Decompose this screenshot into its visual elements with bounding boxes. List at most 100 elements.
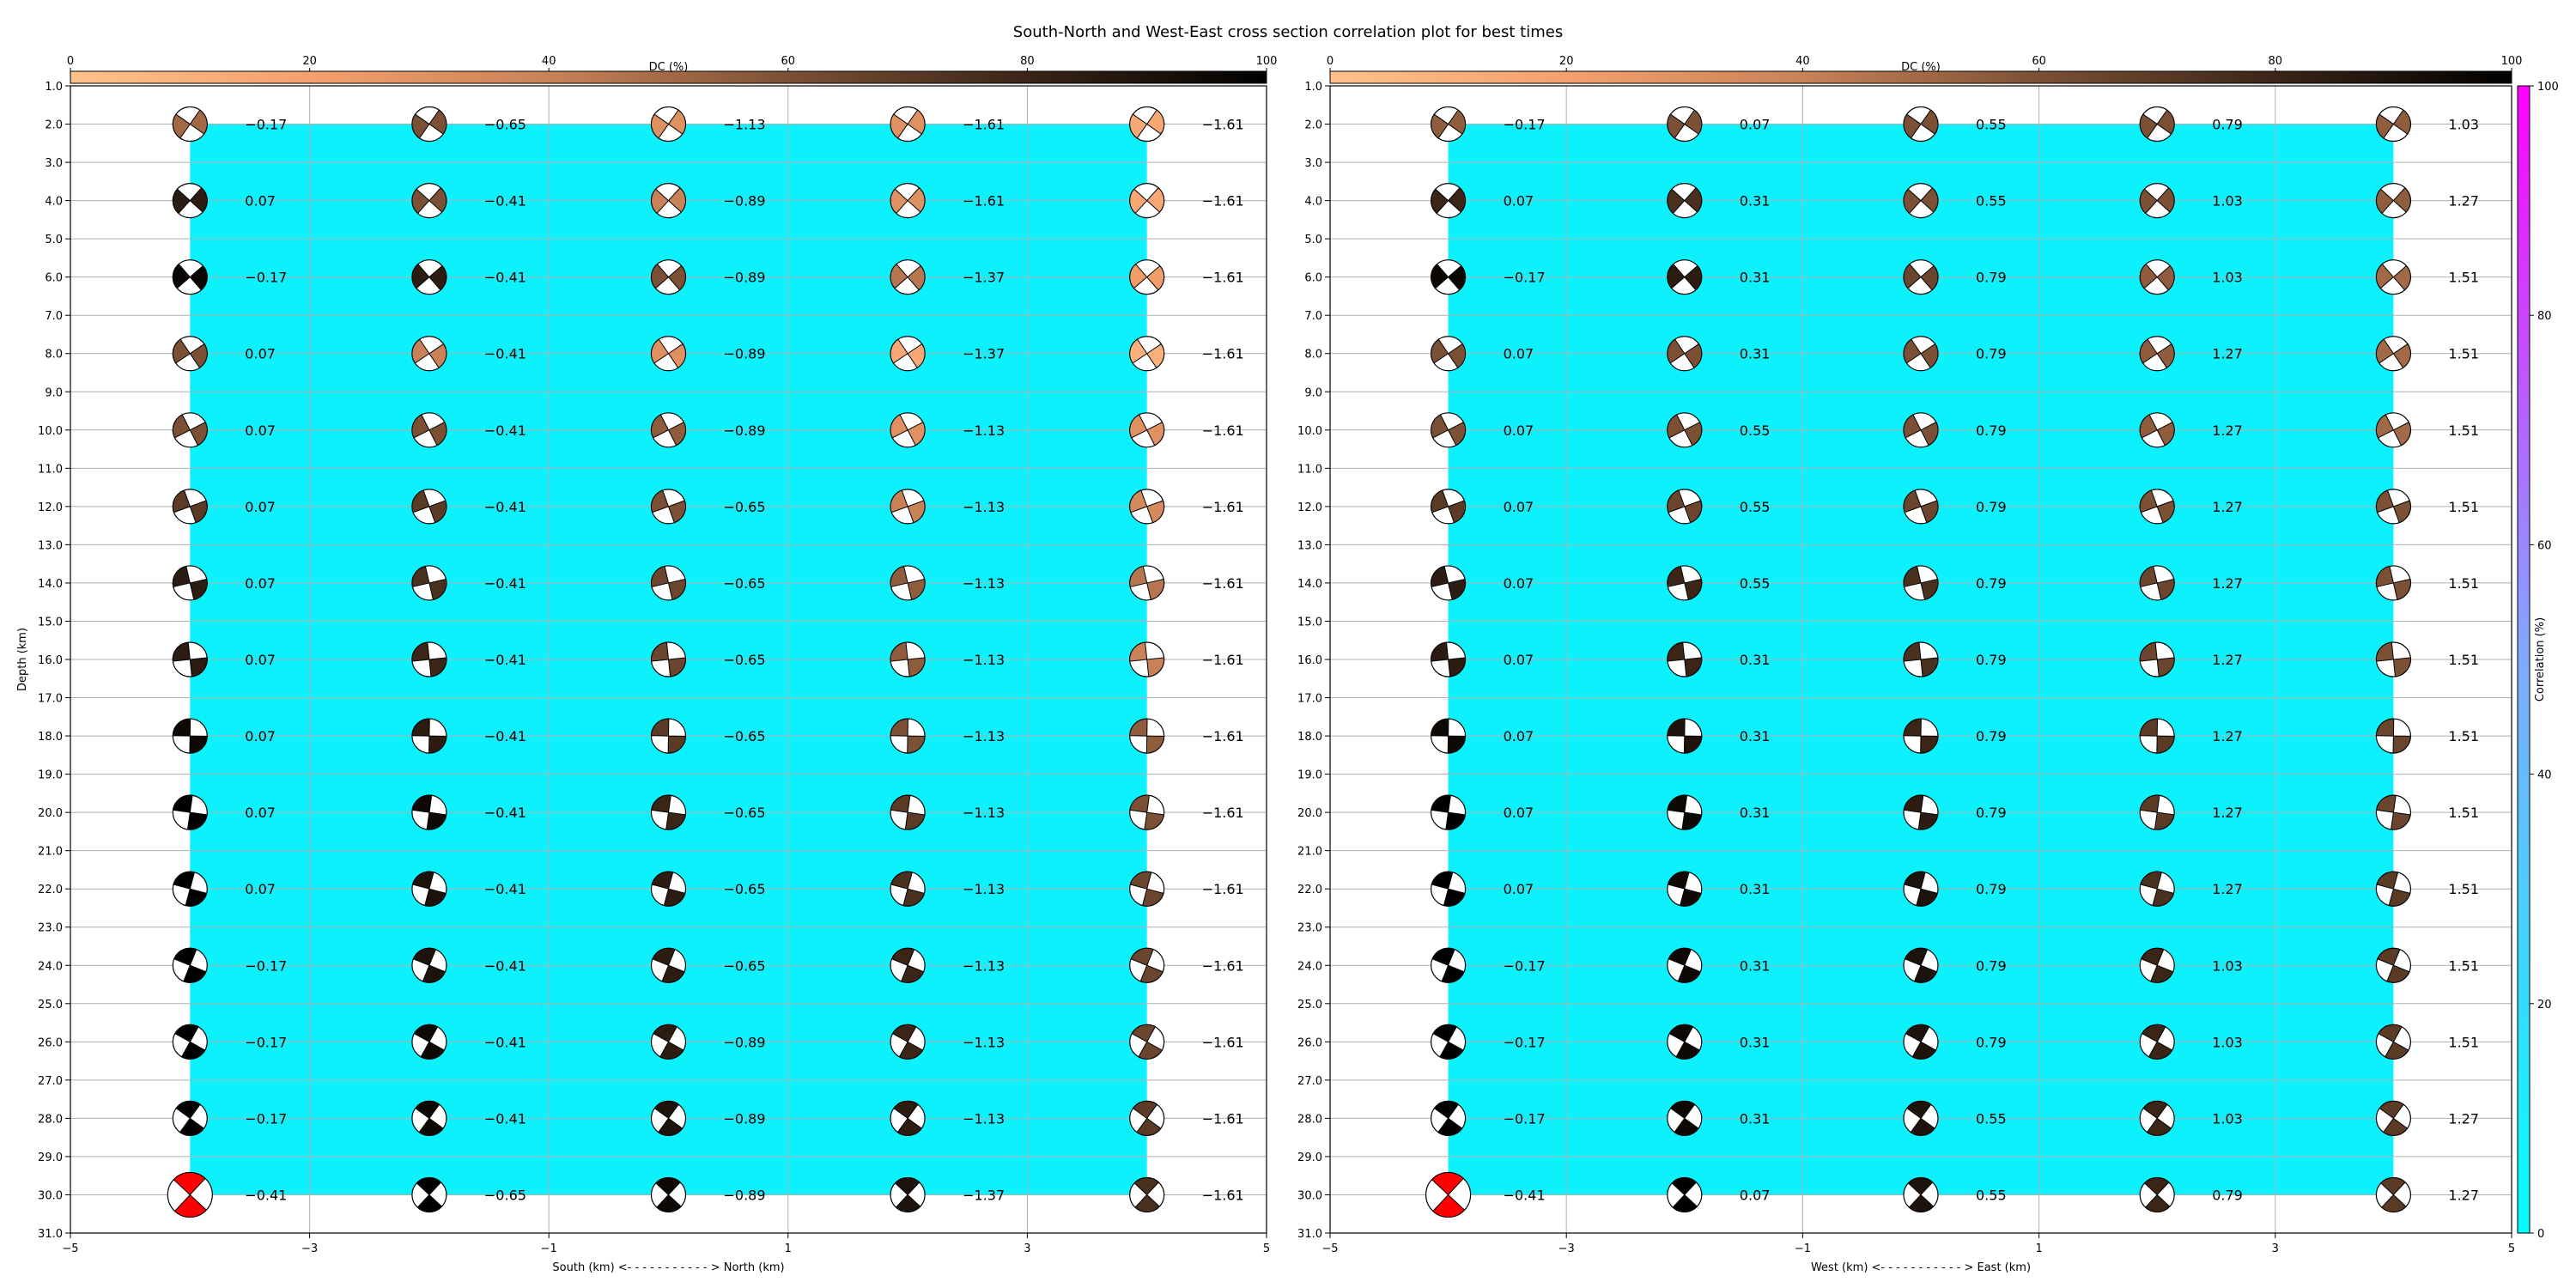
beachball-lobe xyxy=(189,578,208,601)
focal-mechanism xyxy=(890,336,926,372)
focal-mechanism xyxy=(650,259,687,295)
cross-section-panel-2: 0 20 40 60 80 100 DC (%) 1.0 2.0 3.0 4.0 5.0 6.0 7.0 8… xyxy=(1297,55,2522,1274)
beachball-lobe xyxy=(2139,641,2158,662)
beachball-lobe xyxy=(890,338,908,364)
beachball-lobe xyxy=(189,109,208,135)
focal-mechanism xyxy=(411,1100,447,1137)
focal-mechanism xyxy=(890,259,926,295)
beachball-lobe xyxy=(1683,735,1703,754)
correlation-value-label: −0.41 xyxy=(484,957,526,974)
beachball-lobe xyxy=(907,187,926,213)
beachball-lobe xyxy=(1139,964,1163,983)
beachball-lobe xyxy=(2139,414,2158,439)
beachball-lobe xyxy=(658,1117,683,1136)
y-tick-label: 27.0 xyxy=(38,1075,63,1088)
beachball-lobe xyxy=(904,811,926,830)
correlation-value-label: 0.07 xyxy=(245,575,276,592)
beachball-lobe xyxy=(1431,1171,1465,1196)
correlation-value-label: 0.07 xyxy=(245,193,276,210)
beachball-lobe xyxy=(2150,964,2174,983)
beachball-lobe xyxy=(1447,187,1467,213)
correlation-value-label: 0.07 xyxy=(245,728,276,744)
correlation-value-label: 0.79 xyxy=(2212,1187,2243,1203)
beachball-lobe xyxy=(1447,109,1467,135)
beachball-lobe xyxy=(1145,735,1165,754)
beachball-lobe xyxy=(890,794,911,813)
focal-mechanism xyxy=(1430,565,1467,601)
focal-mechanism xyxy=(172,718,208,754)
beachball-lobe xyxy=(185,888,208,907)
beachball-lobe xyxy=(1903,489,1922,513)
focal-mechanism xyxy=(650,489,687,525)
beachball-lobe xyxy=(907,578,926,601)
y-tick-label: 22.0 xyxy=(1297,884,1322,896)
beachball-lobe xyxy=(651,871,674,890)
beachball-lobe xyxy=(1913,964,1938,983)
correlation-value-label: 0.07 xyxy=(1740,117,1771,133)
beachball-lobe xyxy=(1431,188,1449,215)
correlation-value-label: 0.07 xyxy=(245,422,276,439)
beachball-lobe xyxy=(1669,1100,1696,1120)
correlation-value-label: −0.89 xyxy=(724,1034,766,1050)
correlation-value-label: −1.61 xyxy=(963,117,1005,133)
correlation-value-label: −0.89 xyxy=(724,1110,766,1127)
dc-colorbar-tick-label: 80 xyxy=(2269,55,2283,68)
beachball-lobe xyxy=(1145,264,1165,291)
beachball-lobe xyxy=(2152,888,2175,907)
beachball-lobe xyxy=(890,489,908,513)
correlation-colorbar-gradient xyxy=(2517,85,2530,1234)
focal-mechanism xyxy=(890,183,926,219)
correlation-value-label: 1.51 xyxy=(2448,881,2479,897)
focal-mechanism xyxy=(2375,565,2411,601)
beachball-lobe xyxy=(1667,794,1688,813)
beachball-lobe xyxy=(1920,500,1939,524)
beachball-lobe xyxy=(1447,735,1467,754)
beachball-lobe xyxy=(180,1041,206,1060)
correlation-value-label: 0.31 xyxy=(1740,652,1771,668)
y-tick-label: 3.0 xyxy=(1304,157,1322,170)
figure-title: South-North and West-East cross section … xyxy=(1013,23,1563,41)
beachball-lobe xyxy=(653,1024,677,1043)
beachball-lobe xyxy=(172,565,191,588)
beachball-lobe xyxy=(1911,1041,1937,1060)
focal-mechanism xyxy=(1430,947,1467,983)
correlation-value-label: −0.65 xyxy=(724,652,766,668)
beachball-lobe xyxy=(1684,500,1703,524)
focal-mechanism xyxy=(1903,412,1939,448)
beachball-lobe xyxy=(428,735,447,754)
correlation-value-label: −1.61 xyxy=(1202,117,1244,133)
focal-mechanism xyxy=(2139,106,2175,143)
focal-mechanism xyxy=(172,412,208,448)
beachball-lobe xyxy=(907,109,926,135)
correlation-value-label: 1.51 xyxy=(2448,652,2479,668)
beachball-lobe xyxy=(900,964,925,983)
beachball-lobe xyxy=(411,871,434,890)
correlation-value-label: −1.61 xyxy=(1202,1034,1244,1050)
correlation-value-label: 0.55 xyxy=(1740,422,1771,439)
beachball-lobe xyxy=(1431,718,1449,737)
dc-colorbar: 0 20 40 60 80 100 DC (%) xyxy=(67,55,1277,84)
correlation-value-label: 0.07 xyxy=(1504,346,1534,362)
beachball-lobe xyxy=(428,500,447,524)
focal-mechanism xyxy=(2139,412,2175,448)
correlation-value-label: 0.07 xyxy=(1504,575,1534,592)
correlation-colorbar-tick-label: 60 xyxy=(2537,539,2552,552)
beachball-lobe xyxy=(2388,888,2411,907)
focal-mechanism xyxy=(650,565,687,601)
correlation-value-label: 0.31 xyxy=(1740,881,1771,897)
beachball-lobe xyxy=(1903,414,1922,439)
beachball-lobe xyxy=(2392,735,2411,754)
correlation-value-label: −0.41 xyxy=(484,1034,526,1050)
y-tick-label: 12.0 xyxy=(38,501,63,514)
correlation-value-label: 0.07 xyxy=(245,805,276,821)
beachball-lobe xyxy=(1431,338,1449,364)
dc-colorbar-tick-label: 100 xyxy=(2501,55,2523,68)
correlation-colorbar-tick-label: 80 xyxy=(2537,310,2552,323)
beachball-lobe xyxy=(2156,109,2175,135)
correlation-value-label: −1.61 xyxy=(1202,1110,1244,1127)
correlation-value-label: −1.13 xyxy=(963,422,1005,439)
beachball-lobe xyxy=(1920,264,1939,291)
correlation-value-label: −0.17 xyxy=(245,270,287,286)
beachball-lobe xyxy=(2392,500,2411,524)
focal-mechanism xyxy=(2375,1100,2411,1137)
